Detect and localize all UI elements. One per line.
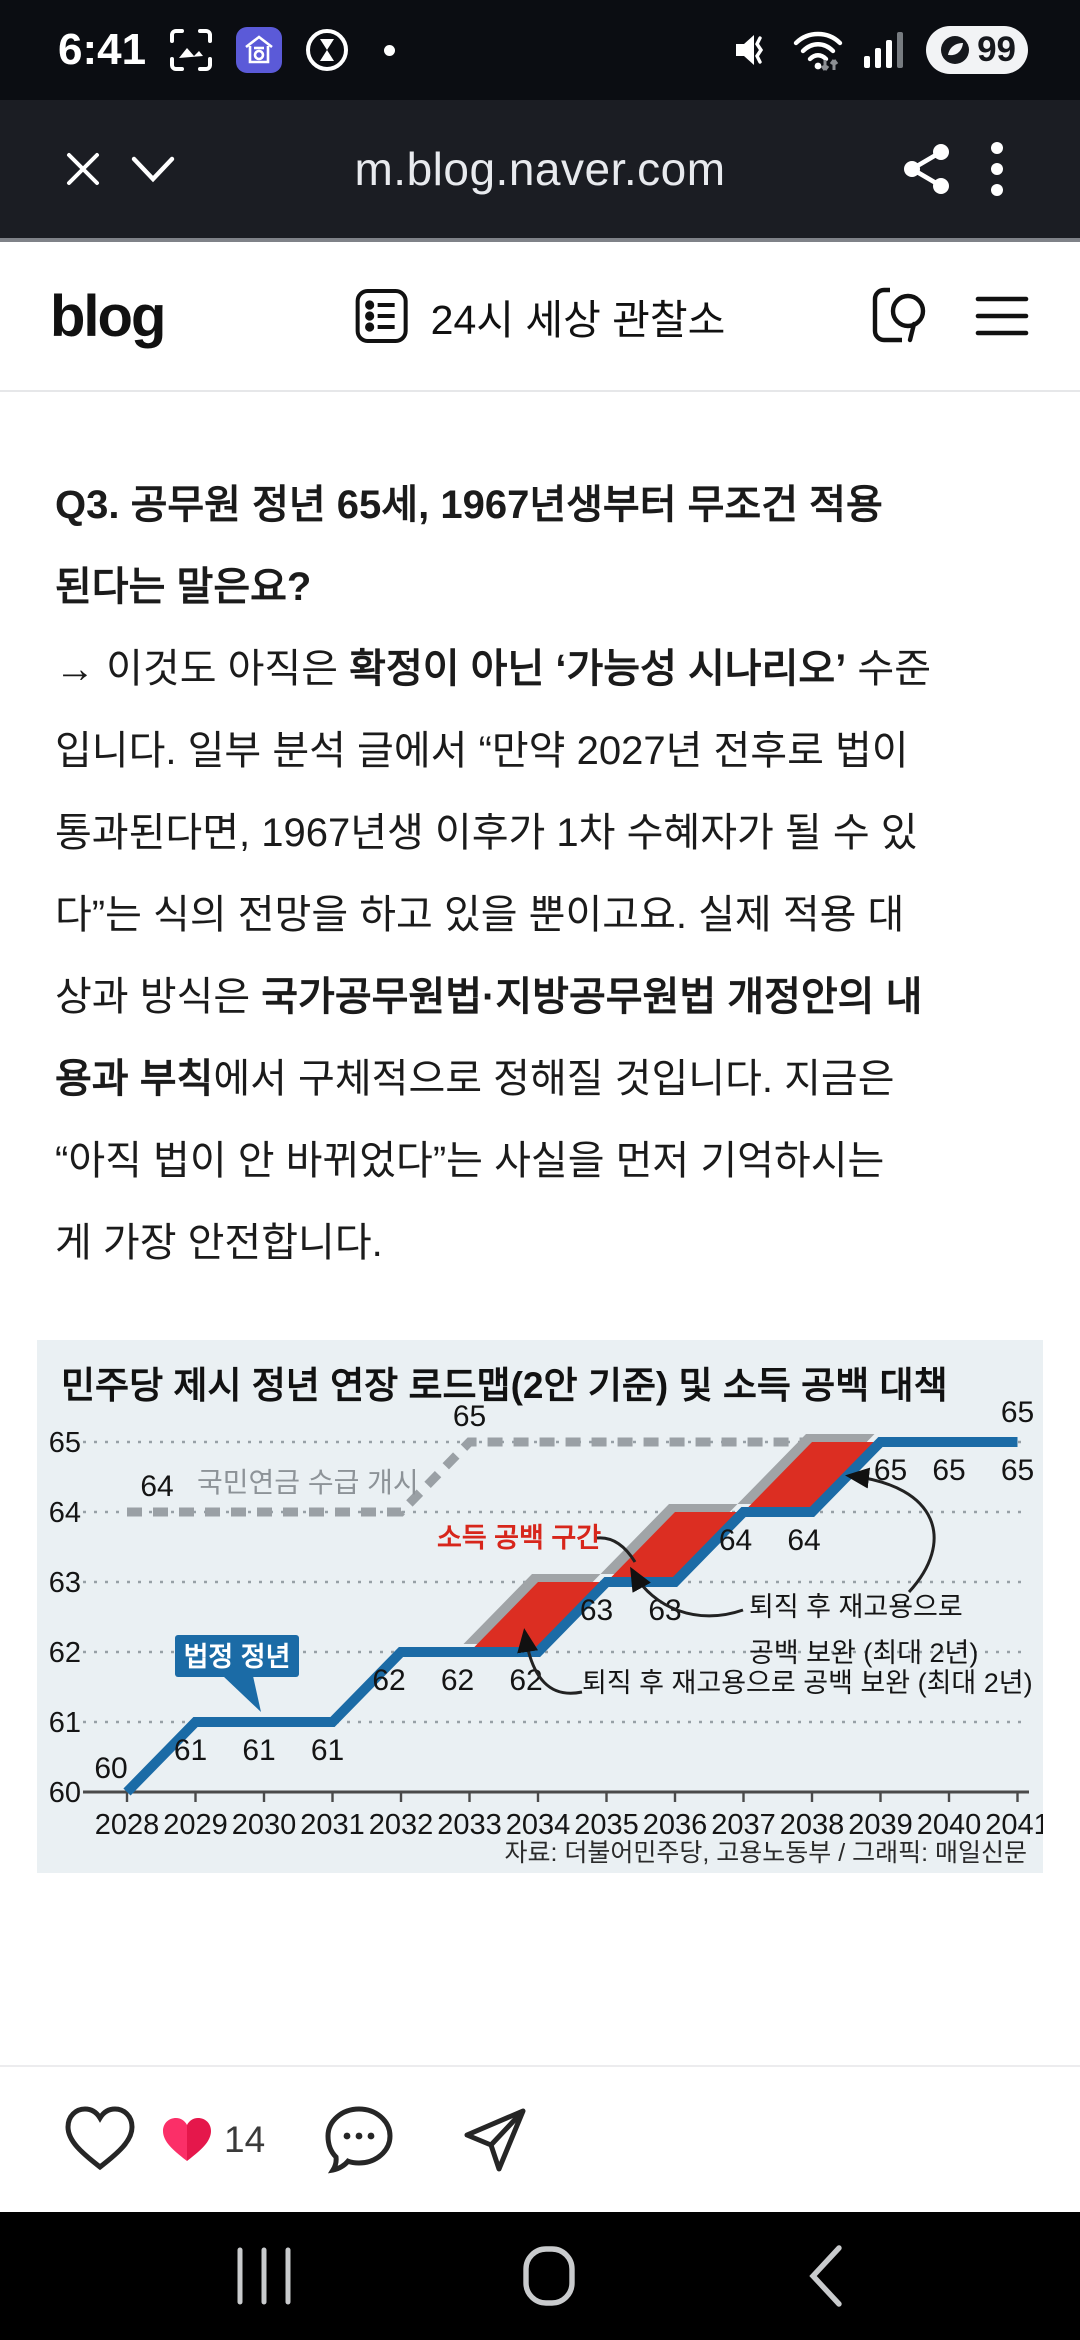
- svg-text:2034: 2034: [506, 1809, 571, 1841]
- clock: 6:41: [58, 25, 147, 74]
- svg-text:2039: 2039: [848, 1809, 913, 1841]
- svg-text:퇴직 후 재고용으로 공백 보완 (최대 2년): 퇴직 후 재고용으로 공백 보완 (최대 2년): [582, 1668, 1033, 1698]
- article-line: “아직 법이 안 바뀌었다”는 사실을 먼저 기억하시는: [55, 1139, 885, 1183]
- svg-text:2040: 2040: [917, 1809, 982, 1841]
- svg-text:2032: 2032: [369, 1809, 434, 1841]
- comment-button[interactable]: [323, 2105, 395, 2175]
- svg-text:2028: 2028: [95, 1809, 160, 1841]
- post-action-bar: 14: [0, 2065, 1080, 2212]
- like-button[interactable]: [62, 2105, 138, 2175]
- vibrate-icon: [730, 28, 774, 72]
- blog-category[interactable]: 24시 세상 관찰소: [355, 286, 726, 346]
- svg-text:소득 공백 구간: 소득 공백 구간: [437, 1523, 601, 1553]
- like-count-group[interactable]: 14: [160, 2115, 265, 2165]
- svg-text:60: 60: [49, 1777, 81, 1809]
- article-line: Q3. 공무원 정년 65세, 1967년생부터 무조건 적용: [55, 483, 883, 527]
- battery-percent: 99: [977, 30, 1016, 69]
- article-line: → 이것도 아직은 확정이 아닌 ‘가능성 시나리오’ 수준: [55, 647, 932, 691]
- status-bar: 6:41: [0, 0, 1080, 100]
- collapse-chevron-button[interactable]: [118, 129, 188, 209]
- search-post-icon[interactable]: [870, 285, 930, 347]
- svg-text:61: 61: [242, 1734, 275, 1767]
- svg-text:65: 65: [49, 1427, 81, 1459]
- svg-text:민주당 제시 정년 연장 로드맵(2안 기준) 및 소득 공: 민주당 제시 정년 연장 로드맵(2안 기준) 및 소득 공백 대책: [61, 1365, 948, 1406]
- svg-text:2029: 2029: [163, 1809, 228, 1841]
- url-bar[interactable]: m.blog.naver.com: [354, 143, 726, 195]
- retirement-chart-svg: 민주당 제시 정년 연장 로드맵(2안 기준) 및 소득 공백 대책 60 61 62…: [37, 1340, 1043, 1873]
- android-nav-bar: [0, 2212, 1080, 2340]
- svg-text:자료: 더불어민주당, 고용노동부 / 그래픽: 매일신문: 자료: 더불어민주당, 고용노동부 / 그래픽: 매일신문: [504, 1839, 1027, 1867]
- svg-text:63: 63: [49, 1567, 81, 1599]
- wifi-icon: [792, 26, 844, 74]
- svg-text:법정 정년: 법정 정년: [184, 1642, 291, 1672]
- browser-menu-icon[interactable]: [962, 129, 1032, 209]
- svg-text:62: 62: [509, 1664, 542, 1697]
- svg-text:2037: 2037: [711, 1809, 776, 1841]
- svg-text:65: 65: [1001, 1396, 1034, 1429]
- home-button[interactable]: [522, 2245, 576, 2307]
- notification-dot-icon: [384, 44, 396, 56]
- blog-header: blog 24시 세상 관찰소: [0, 242, 1080, 392]
- signal-icon: [862, 28, 908, 72]
- hamburger-menu-icon[interactable]: [974, 294, 1030, 338]
- svg-text:61: 61: [49, 1707, 81, 1739]
- article-line: 상과 방식은 국가공무원법·지방공무원법 개정안의 내: [55, 975, 923, 1019]
- chrome-divider: [0, 238, 1080, 242]
- svg-text:64: 64: [49, 1497, 81, 1529]
- close-tab-button[interactable]: [48, 129, 118, 209]
- svg-text:2033: 2033: [437, 1809, 502, 1841]
- svg-text:64: 64: [140, 1470, 173, 1503]
- like-count: 14: [224, 2118, 266, 2160]
- svg-text:65: 65: [1001, 1454, 1034, 1487]
- back-button[interactable]: [805, 2244, 845, 2308]
- article-line: 통과된다면, 1967년생 이후가 1차 수혜자가 될 수 있: [55, 811, 918, 855]
- send-plane-icon: [464, 2108, 526, 2171]
- browser-toolbar: m.blog.naver.com: [0, 100, 1080, 238]
- power-leaf-icon: [941, 36, 970, 64]
- battery-indicator: 99: [926, 26, 1028, 74]
- list-icon: [355, 289, 408, 343]
- article-line: 다”는 식의 전망을 하고 있을 뿐이고요. 실제 적용 대: [55, 893, 905, 937]
- svg-text:2031: 2031: [300, 1809, 365, 1841]
- svg-text:63: 63: [580, 1594, 613, 1627]
- svg-text:62: 62: [441, 1664, 474, 1697]
- heart-outline-icon: [65, 2105, 135, 2170]
- blog-category-title: 24시 세상 관찰소: [430, 297, 726, 343]
- svg-text:64: 64: [719, 1524, 752, 1557]
- svg-text:62: 62: [49, 1637, 81, 1669]
- comment-bubble-icon: [325, 2105, 393, 2173]
- svg-text:64: 64: [787, 1524, 820, 1557]
- svg-text:퇴직 후 재고용으로: 퇴직 후 재고용으로: [749, 1592, 963, 1622]
- svg-text:2038: 2038: [780, 1809, 845, 1841]
- share-icon[interactable]: [892, 129, 962, 209]
- page-content: blog 24시 세상 관찰소: [0, 242, 1080, 1873]
- article-line: 된다는 말은요?: [55, 565, 312, 609]
- screenshot-icon: [168, 27, 214, 73]
- svg-text:62: 62: [372, 1664, 405, 1697]
- svg-text:2030: 2030: [232, 1809, 297, 1841]
- recents-button[interactable]: [235, 2246, 293, 2306]
- svg-text:65: 65: [932, 1454, 965, 1487]
- article-line: 용과 부칙에서 구체적으로 정해질 것입니다. 지금은: [55, 1057, 895, 1101]
- svg-text:65: 65: [453, 1400, 486, 1433]
- article-line: 게 가장 안전합니다.: [55, 1221, 383, 1265]
- svg-text:2036: 2036: [643, 1809, 708, 1841]
- home-app-icon: [236, 27, 283, 73]
- article-line: 입니다. 일부 분석 글에서 “만약 2027년 전후로 법이: [55, 729, 909, 773]
- send-button[interactable]: [461, 2105, 531, 2175]
- svg-text:60: 60: [94, 1752, 127, 1785]
- chart-image[interactable]: 민주당 제시 정년 연장 로드맵(2안 기준) 및 소득 공백 대책 60 61 62…: [37, 1340, 1043, 1873]
- svg-text:2035: 2035: [574, 1809, 639, 1841]
- svg-text:61: 61: [174, 1734, 207, 1767]
- liked-heart-icon: [163, 2117, 211, 2161]
- hourglass-icon: [304, 27, 350, 73]
- svg-text:2041: 2041: [985, 1809, 1043, 1841]
- blog-logo[interactable]: blog: [50, 283, 166, 349]
- svg-text:공백 보완 (최대 2년): 공백 보완 (최대 2년): [749, 1638, 978, 1668]
- svg-text:61: 61: [311, 1734, 344, 1767]
- svg-text:국민연금 수급 개시: 국민연금 수급 개시: [197, 1467, 419, 1498]
